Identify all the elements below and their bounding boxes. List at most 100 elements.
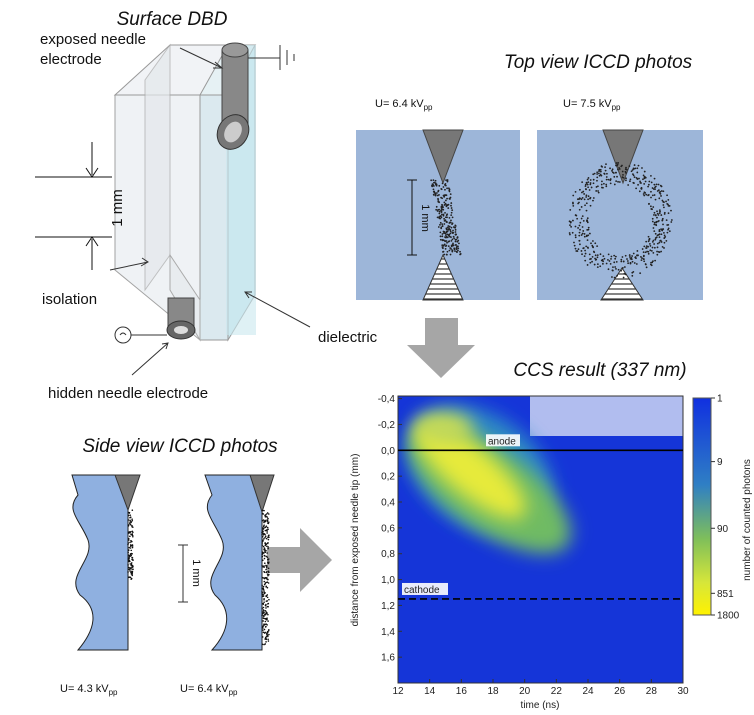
speckle [437, 189, 440, 192]
speckle [632, 168, 635, 170]
speckle [590, 186, 593, 189]
speckle [129, 531, 132, 533]
speckle [129, 553, 132, 556]
speckle [261, 512, 264, 515]
speckle [638, 190, 641, 193]
speckle [441, 182, 444, 185]
speckle [445, 204, 448, 206]
speckle [261, 542, 264, 544]
speckle [444, 232, 447, 235]
speckle [129, 547, 132, 549]
speckle [583, 255, 586, 258]
speckle [592, 173, 595, 176]
speckle [660, 185, 663, 188]
speckle [265, 525, 268, 528]
speckle [264, 548, 266, 551]
speckle [450, 244, 453, 247]
speckle [264, 604, 267, 607]
speckle [441, 223, 444, 226]
speckle [657, 250, 660, 253]
speckle [436, 194, 439, 197]
speckle [614, 266, 617, 268]
panel-title: Side view ICCD photos [82, 436, 278, 457]
speckle [446, 250, 449, 253]
speckle [638, 177, 640, 180]
speckle [438, 201, 441, 204]
speckle [265, 612, 268, 614]
speckle [455, 250, 458, 253]
speckle [629, 178, 632, 181]
speckle [642, 193, 645, 195]
speckle [264, 609, 267, 612]
speckle [592, 197, 595, 199]
speckle [261, 576, 264, 579]
speckle [443, 223, 446, 225]
speckle [265, 637, 267, 639]
speckle [267, 640, 270, 642]
speckle [458, 242, 460, 245]
speckle [650, 196, 652, 199]
annotation: anode [488, 436, 516, 447]
speckle [588, 253, 591, 256]
speckle [446, 187, 448, 190]
y-tick-label: 0,8 [381, 549, 395, 560]
speckle [263, 547, 266, 549]
speckle [446, 179, 449, 182]
speckle [432, 179, 435, 181]
speckle [437, 208, 439, 211]
speckle [130, 533, 132, 536]
speckle [265, 641, 267, 643]
speckle [577, 227, 579, 229]
speckle [441, 244, 444, 247]
speckle [264, 543, 267, 546]
speckle [457, 247, 460, 250]
speckle [578, 224, 581, 227]
x-tick-label: 30 [677, 686, 689, 697]
side-view: Side view ICCD photos 1 mm U= 4.3 kVpp U… [60, 436, 332, 697]
speckle [450, 239, 453, 242]
speckle [666, 224, 669, 226]
speckle [644, 263, 647, 266]
speckle [127, 560, 130, 562]
speckle [266, 631, 269, 634]
speckle [261, 533, 263, 536]
speckle [444, 202, 447, 205]
scale-label: 1 mm [419, 204, 431, 232]
speckle [446, 233, 449, 236]
speckle [434, 179, 437, 182]
speckle [589, 196, 592, 199]
speckle [634, 167, 637, 170]
speckle [266, 570, 268, 573]
y-tick-label: 0,6 [381, 523, 395, 534]
speckle [625, 177, 627, 180]
speckle [641, 167, 643, 169]
speckle [131, 540, 133, 543]
speckle [590, 242, 592, 245]
speckle [263, 565, 265, 567]
speckle [127, 551, 129, 554]
speckle [580, 250, 583, 252]
speckle [441, 225, 444, 228]
speckle [262, 545, 265, 548]
speckle [572, 202, 574, 205]
speckle [647, 235, 650, 238]
speckle [450, 214, 453, 216]
speckle [261, 553, 263, 556]
speckle [622, 173, 624, 176]
speckle [597, 191, 600, 194]
speckle [652, 251, 655, 254]
speckle [440, 213, 443, 216]
speckle [261, 509, 264, 512]
speckle [637, 164, 640, 167]
speckle [263, 570, 265, 573]
speckle [656, 242, 659, 245]
scale-label: 1 mm [190, 559, 202, 587]
speckle [651, 187, 654, 189]
label: isolation [42, 291, 97, 308]
speckle [654, 238, 657, 241]
speckle [129, 576, 132, 579]
speckle [618, 166, 620, 169]
speckle [264, 526, 266, 529]
surface-dbd: Surface DBD exposed needle electrode 1 m… [35, 9, 378, 402]
speckle [450, 226, 453, 229]
